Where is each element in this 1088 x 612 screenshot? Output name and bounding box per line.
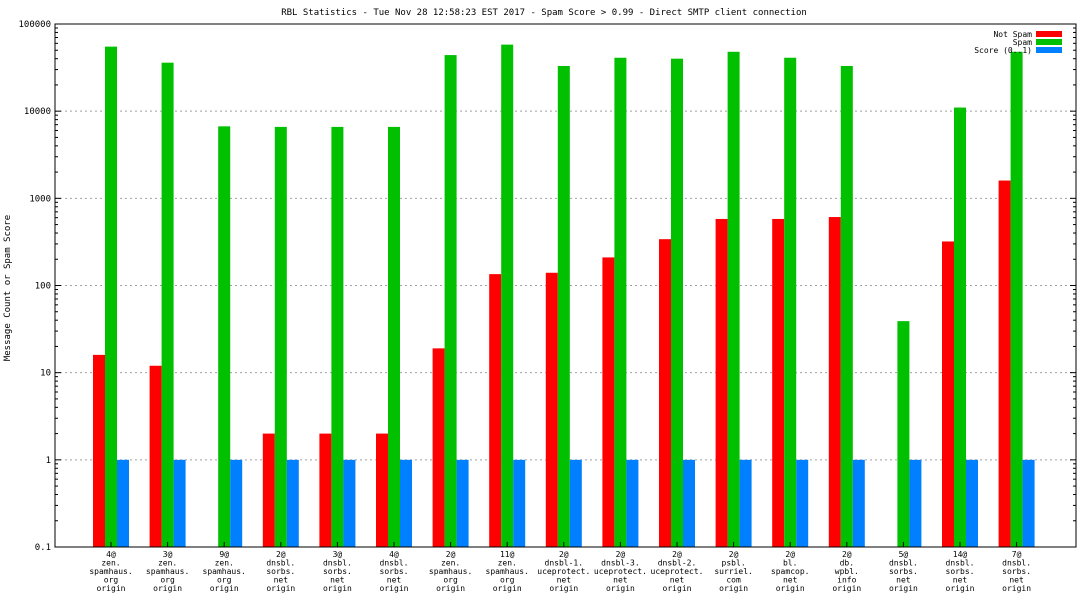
legend-swatch — [1036, 47, 1062, 53]
bar-score-0-1 — [626, 459, 639, 547]
y-axis-label: Message Count or Spam Score — [3, 215, 13, 361]
x-tick-label: 4@ zen. spamhaus. org origin — [89, 550, 132, 593]
x-tick-label: 2@ bl. spamcop. net origin — [771, 550, 810, 593]
bar-score-0-1 — [683, 459, 695, 547]
bar-score-0-1 — [569, 459, 582, 547]
bars — [93, 44, 1035, 548]
x-tick-label: 11@ zen. spamhaus. org origin — [486, 550, 529, 593]
bar-spam — [1010, 51, 1023, 548]
bar-spam — [784, 57, 797, 547]
bar-spam — [897, 321, 910, 547]
y-tick-label: 1 — [46, 456, 51, 466]
bar-not-spam — [772, 218, 785, 547]
bar-score-0-1 — [117, 459, 129, 547]
bar-not-spam — [376, 433, 388, 547]
x-tick-label: 2@ db. wpbl. info origin — [832, 550, 861, 593]
bar-spam — [274, 126, 287, 547]
bar-not-spam — [489, 274, 502, 547]
bar-spam — [161, 62, 174, 548]
bar-spam — [954, 107, 966, 548]
legend-label: Score (0..1) — [974, 46, 1032, 55]
bar-score-0-1 — [852, 459, 865, 547]
bar-not-spam — [93, 354, 105, 547]
bar-spam — [331, 126, 344, 547]
bar-not-spam — [432, 348, 445, 547]
bar-not-spam — [262, 433, 275, 547]
bar-spam — [501, 44, 514, 548]
bar-not-spam — [715, 218, 728, 547]
bar-spam — [614, 57, 627, 547]
bar-score-0-1 — [456, 459, 469, 547]
legend-label: Not Spam — [993, 30, 1032, 39]
x-tick-label: 2@ psbl. surriel. com origin — [714, 550, 753, 593]
x-tick-label: 2@ dnsbl-3. uceprotect. net origin — [594, 550, 647, 593]
legend-label: Spam — [1013, 38, 1032, 47]
bar-not-spam — [828, 217, 841, 547]
bar-not-spam — [319, 433, 332, 547]
x-tick-label: 3@ zen. spamhaus. org origin — [146, 550, 189, 593]
legend-swatch — [1036, 39, 1062, 45]
x-tick-label: 5@ dnsbl. sorbs. net origin — [889, 550, 918, 593]
y-tick-label: 100 — [35, 282, 51, 292]
axis-ticks: 0.1 1 10 100 1000 10000 100000 — [18, 20, 1076, 553]
x-tick-label: 2@ dnsbl. sorbs. net origin — [266, 550, 295, 593]
y-tick-label: 10000 — [24, 107, 51, 117]
bar-score-0-1 — [343, 459, 356, 547]
x-tick-label: 2@ zen. spamhaus. org origin — [429, 550, 472, 593]
chart-title: RBL Statistics - Tue Nov 28 12:58:23 EST… — [281, 8, 807, 18]
x-axis-tick-labels: 4@ zen. spamhaus. org origin 3@ zen. spamhaus. o… — [89, 550, 1031, 593]
y-tick-label: 0.1 — [35, 543, 51, 553]
x-tick-label: 14@ dnsbl. sorbs. net origin — [946, 550, 975, 593]
bar-score-0-1 — [796, 459, 809, 547]
bar-not-spam — [942, 241, 954, 547]
bar-score-0-1 — [739, 459, 752, 547]
bar-spam — [218, 126, 231, 547]
x-tick-label: 2@ dnsbl-2. uceprotect. net origin — [651, 550, 704, 593]
y-tick-label: 100000 — [18, 20, 51, 30]
bar-spam — [388, 126, 400, 547]
bar-spam — [105, 46, 117, 548]
bar-spam — [840, 65, 853, 547]
bar-score-0-1 — [909, 459, 922, 547]
bar-score-0-1 — [286, 459, 299, 547]
bar-score-0-1 — [230, 459, 243, 547]
bar-score-0-1 — [400, 459, 412, 547]
x-tick-label: 2@ dnsbl-1. uceprotect. net origin — [537, 550, 590, 593]
bar-score-0-1 — [966, 459, 978, 547]
x-tick-label: 9@ zen. spamhaus. org origin — [203, 550, 246, 593]
y-tick-label: 10 — [40, 369, 51, 379]
bar-score-0-1 — [1022, 459, 1035, 547]
bar-spam — [671, 58, 683, 547]
bar-not-spam — [659, 239, 671, 547]
x-tick-label: 3@ dnsbl. sorbs. net origin — [323, 550, 352, 593]
bar-spam — [444, 55, 457, 547]
bar-not-spam — [149, 365, 162, 547]
x-tick-label: 7@ dnsbl. sorbs. net origin — [1002, 550, 1031, 593]
bar-not-spam — [998, 180, 1011, 547]
bar-score-0-1 — [513, 459, 526, 547]
bar-spam — [557, 65, 570, 547]
x-tick-label: 4@ dnsbl. sorbs. net origin — [380, 550, 409, 593]
bar-not-spam — [602, 257, 615, 547]
bar-score-0-1 — [173, 459, 186, 547]
y-tick-label: 1000 — [29, 194, 51, 204]
bar-spam — [727, 51, 740, 548]
legend-swatch — [1036, 31, 1062, 37]
bar-not-spam — [545, 272, 558, 547]
